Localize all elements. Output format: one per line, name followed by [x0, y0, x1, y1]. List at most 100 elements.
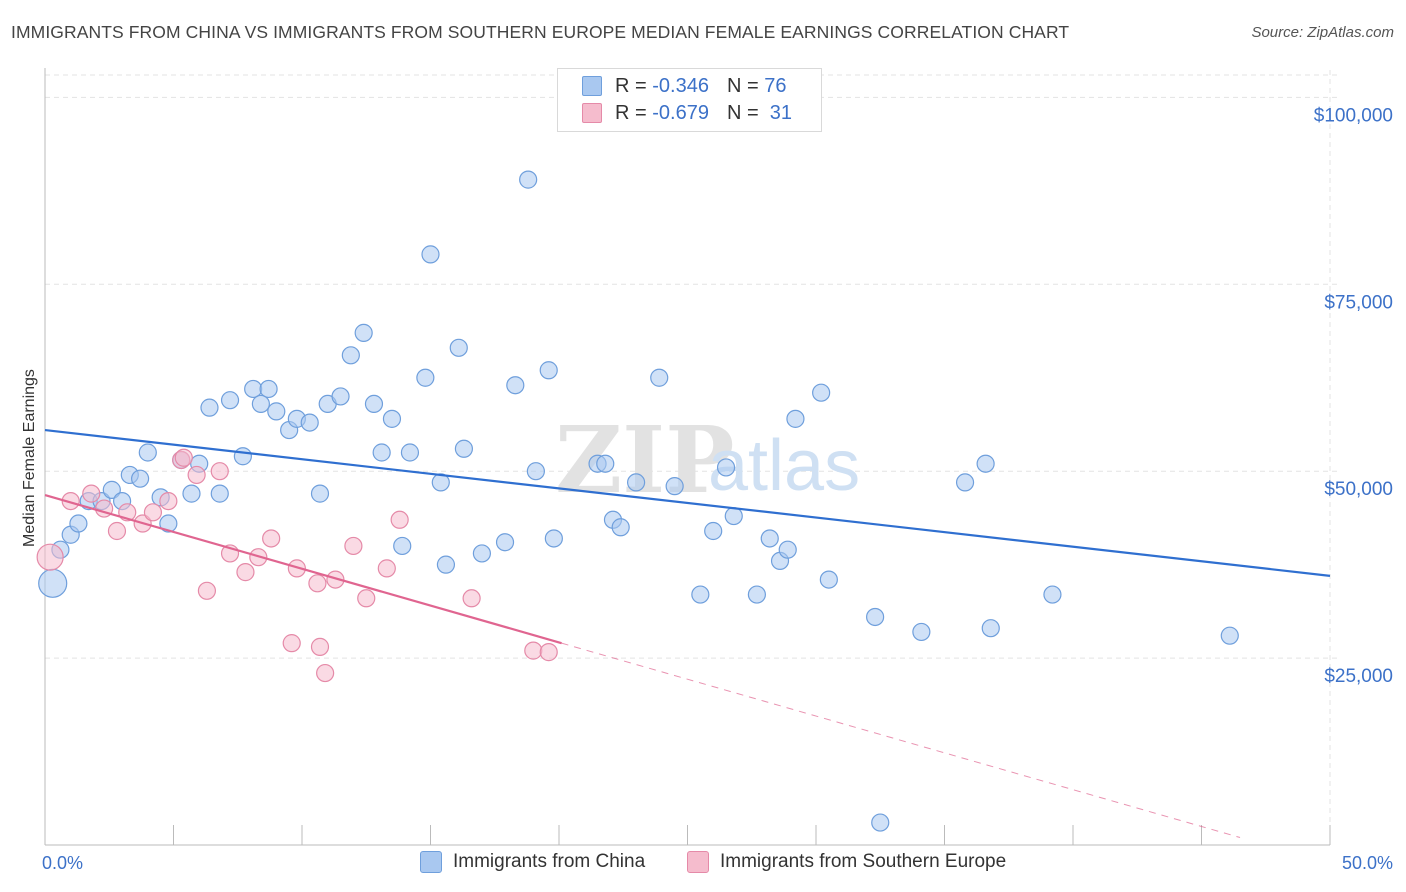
- china-point: [506, 376, 525, 395]
- china-point: [354, 323, 373, 342]
- china-point: [267, 402, 286, 421]
- china-point: [1220, 626, 1239, 645]
- china-point: [341, 346, 360, 365]
- x-tick-label: 0.0%: [42, 853, 83, 873]
- n-label: N =: [726, 101, 759, 124]
- china-point: [691, 585, 710, 604]
- southern-europe-point: [462, 589, 481, 608]
- y-tick-label: $25,000: [1324, 666, 1393, 687]
- southern-europe-swatch: [582, 103, 602, 123]
- legend-label: Immigrants from Southern Europe: [720, 851, 1007, 872]
- china-point: [372, 443, 391, 462]
- china-point: [786, 409, 805, 428]
- china-point: [182, 484, 201, 503]
- china-point: [472, 544, 491, 563]
- china-point: [38, 568, 68, 598]
- china-point: [626, 473, 646, 492]
- china-point: [138, 443, 157, 462]
- southern-europe-point: [524, 641, 543, 660]
- r-label: R =: [615, 101, 647, 124]
- zipatlas-watermark: ZIP atlas: [555, 406, 860, 514]
- n-value: 76: [764, 74, 787, 97]
- china-point: [436, 555, 456, 574]
- y-tick-label: $50,000: [1324, 479, 1393, 500]
- china-point: [704, 521, 723, 541]
- china-point: [102, 480, 121, 499]
- china-point: [244, 379, 263, 399]
- china-point: [331, 387, 350, 406]
- southern-europe-point: [390, 510, 409, 529]
- china-point: [200, 398, 219, 417]
- y-tick-label: $100,000: [1314, 105, 1393, 126]
- r-value: -0.679: [652, 101, 709, 124]
- china-point: [912, 622, 931, 642]
- china-swatch: [420, 851, 442, 873]
- china-point: [251, 394, 270, 414]
- southern-europe-point: [187, 465, 206, 485]
- southern-europe-points: [36, 448, 558, 683]
- legend-label: Immigrants from China: [453, 851, 646, 872]
- legend-item-southern-europe[interactable]: Immigrants from Southern Europe: [687, 851, 1006, 873]
- china-trend-line: [44, 428, 1331, 577]
- china-point: [210, 484, 229, 503]
- series-legend: Immigrants from China Immigrants from So…: [0, 851, 1406, 879]
- southern-europe-point: [377, 559, 396, 578]
- china-point: [449, 338, 468, 357]
- china-point: [421, 245, 440, 264]
- southern-europe-trend-line: [561, 642, 1241, 839]
- southern-europe-point: [357, 589, 376, 608]
- china-point: [259, 379, 278, 399]
- china-point: [1043, 585, 1062, 604]
- china-point: [233, 447, 252, 466]
- southern-europe-point: [197, 581, 217, 600]
- china-point: [812, 383, 831, 402]
- southern-europe-trend-line: [44, 494, 562, 645]
- axes: [44, 68, 1331, 846]
- china-point: [310, 484, 330, 503]
- chart-title: IMMIGRANTS FROM CHINA VS IMMIGRANTS FROM…: [11, 22, 1070, 42]
- china-point: [416, 368, 435, 387]
- trend-lines: [44, 428, 1331, 839]
- china-point: [665, 477, 684, 496]
- china-point: [981, 619, 1000, 638]
- r-label: R =: [615, 74, 647, 97]
- china-point: [130, 469, 150, 488]
- southern-europe-point: [159, 491, 178, 511]
- watermark-zip: ZIP: [555, 406, 734, 514]
- china-point: [364, 394, 384, 414]
- china-point: [871, 813, 890, 832]
- china-point: [400, 443, 420, 462]
- china-point: [716, 458, 736, 477]
- southern-europe-point: [210, 462, 229, 481]
- southern-europe-point: [282, 634, 301, 653]
- china-point: [159, 514, 178, 533]
- legend-row-china: R = -0.346 N = 76: [582, 73, 786, 99]
- y-tick-label: $75,000: [1324, 292, 1393, 313]
- y-axis-label: Median Female Earnings: [21, 369, 38, 547]
- china-point: [69, 514, 88, 533]
- legend-item-china[interactable]: Immigrants from China: [420, 851, 645, 873]
- china-point: [393, 536, 412, 556]
- x-tick-label: 50.0%: [1342, 853, 1393, 873]
- china-point: [955, 473, 975, 492]
- source-credit: Source: ZipAtlas.com: [1251, 24, 1394, 41]
- x-tick-labels: 0.0% 50.0%: [42, 853, 1393, 873]
- southern-europe-point: [326, 570, 345, 589]
- southern-europe-point: [82, 484, 101, 503]
- china-point: [747, 585, 766, 604]
- china-point: [976, 454, 995, 473]
- southern-europe-point: [344, 536, 363, 556]
- china-point: [819, 570, 838, 589]
- china-point: [778, 540, 797, 559]
- china-point: [300, 413, 319, 432]
- southern-europe-point: [36, 543, 64, 571]
- china-point: [650, 368, 669, 387]
- china-point: [526, 462, 545, 481]
- southern-europe-point: [316, 663, 335, 683]
- china-point: [519, 170, 538, 189]
- southern-europe-point: [310, 637, 330, 656]
- china-point: [866, 607, 885, 627]
- china-point: [724, 506, 743, 526]
- china-point: [596, 454, 615, 473]
